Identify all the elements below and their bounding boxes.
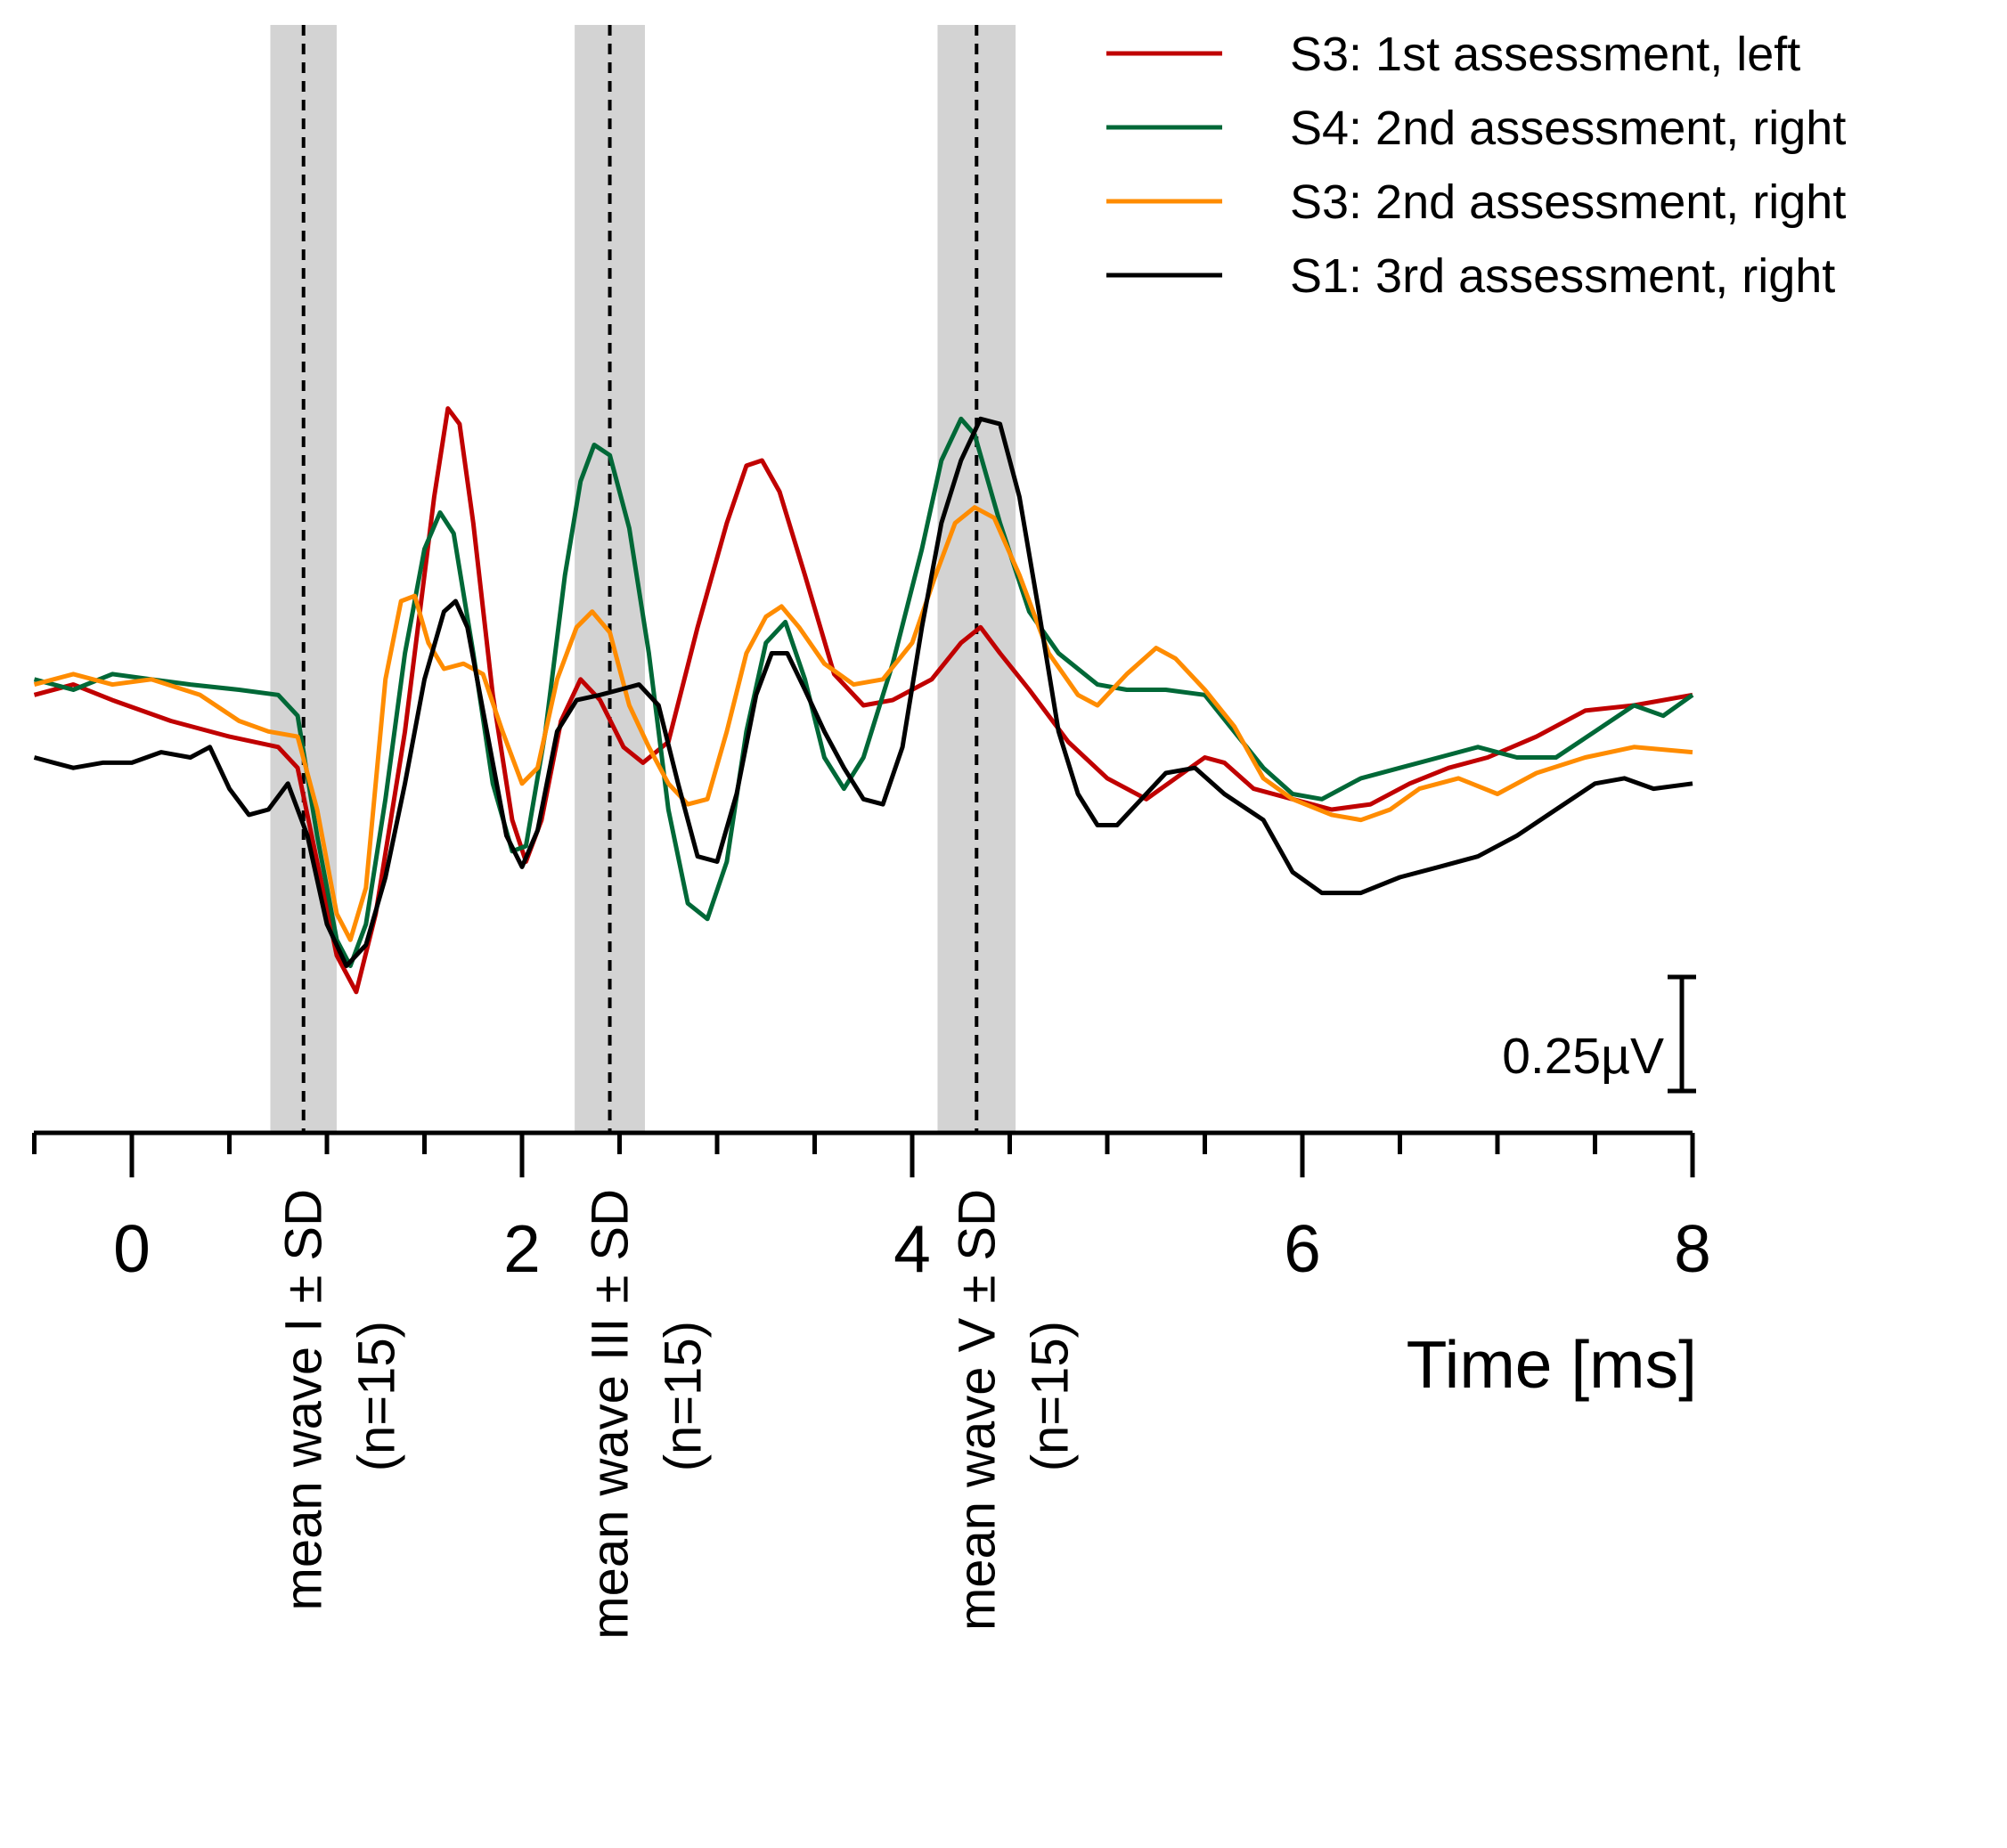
x-tick-label: 6: [1284, 1211, 1321, 1286]
scale-bar-label: 0.25µV: [1502, 1028, 1664, 1085]
band-n-label-1: (n=15): [348, 1321, 406, 1471]
band-n-label-3: (n=15): [1021, 1321, 1079, 1471]
x-axis: 0 2 4 6 8 Time [ms]: [32, 1130, 1711, 1402]
legend-label-2: S4: 2nd assessment, right: [1290, 102, 1846, 155]
series-line-2: [33, 416, 1694, 968]
x-tick-label: 0: [113, 1211, 151, 1286]
x-axis-title: Time [ms]: [1407, 1327, 1697, 1402]
series-line-4: [33, 416, 1693, 968]
wave-bands: mean wave I ± SD (n=15) mean wave III ± SD…: [270, 25, 1079, 1640]
scale-bar: 0.25µV: [1502, 974, 1696, 1094]
band-label-3: mean wave V ± SD: [948, 1189, 1006, 1631]
x-tick-label: 8: [1674, 1211, 1711, 1286]
series-lines: [33, 406, 1694, 995]
series-line-3: [33, 505, 1693, 942]
x-tick-label: 2: [503, 1211, 541, 1286]
legend-label-3: S3: 2nd assessment, right: [1290, 175, 1846, 229]
band-n-label-2: (n=15): [655, 1321, 713, 1471]
x-tick-label: 4: [893, 1211, 931, 1286]
series-line-1: [33, 406, 1693, 995]
band-label-1: mean wave I ± SD: [275, 1189, 333, 1610]
legend-label-1: S3: 1st assessment, left: [1290, 28, 1800, 81]
legend: S3: 1st assessment, left S4: 2nd assessme…: [1106, 28, 1846, 303]
legend-label-4: S1: 3rd assessment, right: [1290, 249, 1835, 303]
band-label-2: mean wave III ± SD: [582, 1189, 640, 1640]
